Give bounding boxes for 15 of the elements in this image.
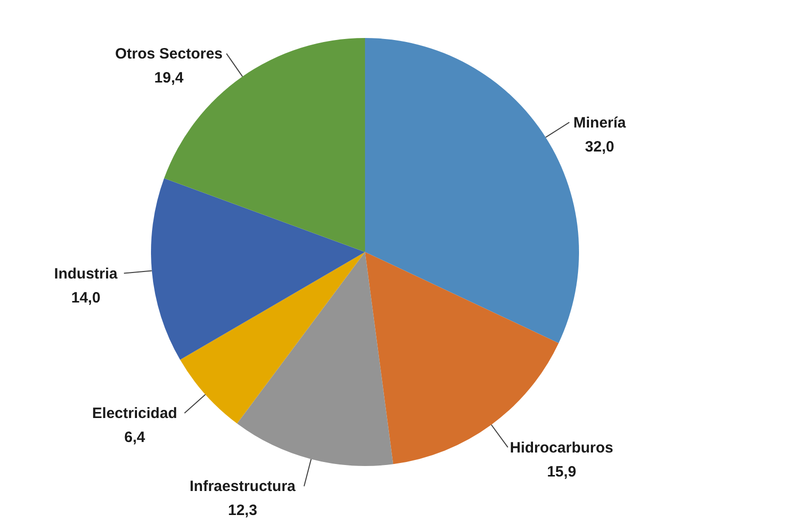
slice-label: Industria <box>54 265 118 282</box>
data-label: 32,0 <box>585 138 614 156</box>
data-label: 14,0 <box>71 289 100 306</box>
pie-slice <box>180 252 365 424</box>
data-label: 19,4 <box>154 70 184 87</box>
data-label: 12,3 <box>228 502 258 520</box>
data-label: 15,9 <box>546 463 576 480</box>
slice-label: Electricidad <box>92 405 178 422</box>
pie-slice <box>237 252 394 466</box>
data-label: 6,4 <box>124 429 146 446</box>
slice-label: Otros Sectores <box>115 46 223 63</box>
pie-slice <box>151 178 365 360</box>
slice-label: Hidrocarburos <box>510 439 614 456</box>
slice-label: Infraestructura <box>190 478 296 496</box>
slice-label: Minería <box>573 114 627 132</box>
